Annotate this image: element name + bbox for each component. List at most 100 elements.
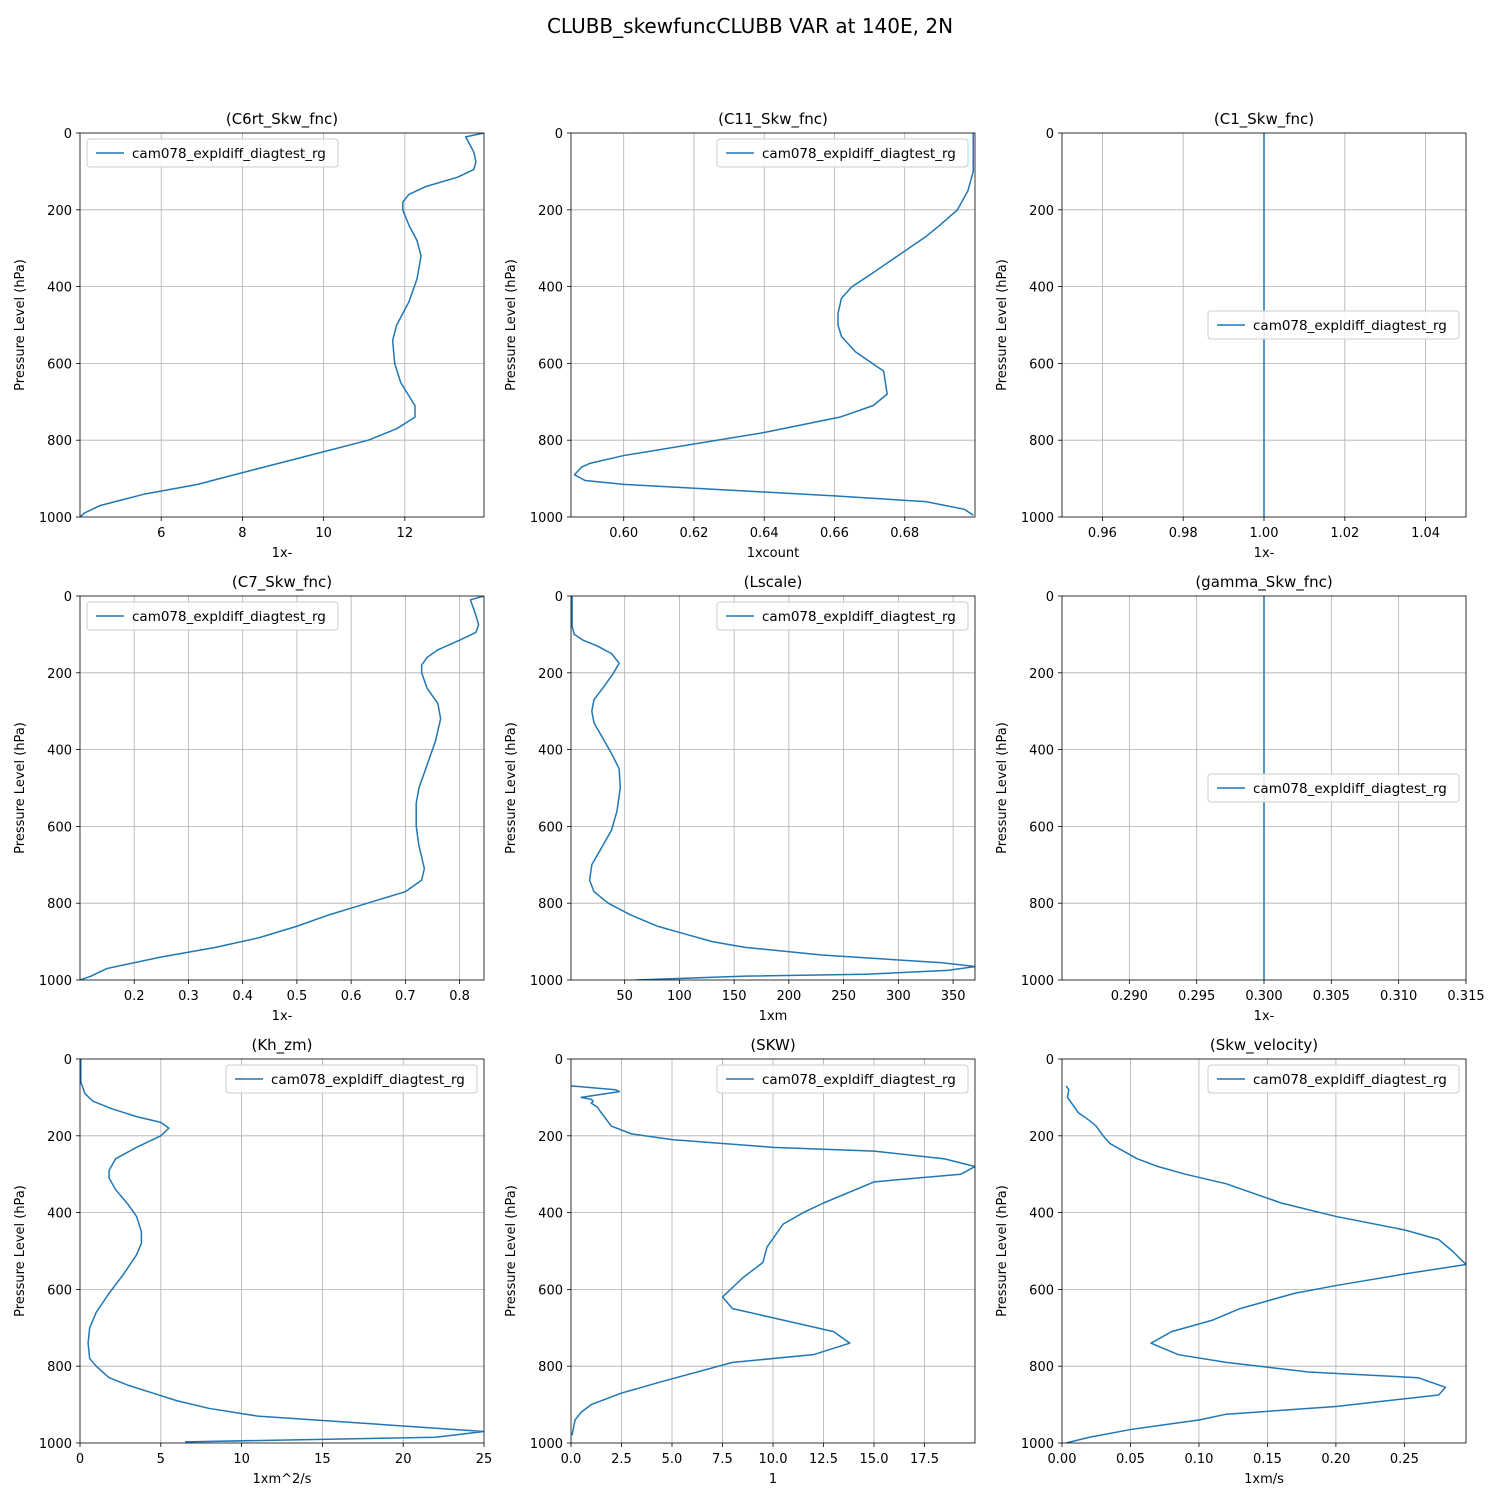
y-tick-label: 200	[1029, 204, 1054, 219]
legend-label: cam078_expldiff_diagtest_rg	[762, 1072, 956, 1088]
y-tick-label: 200	[538, 667, 563, 682]
y-tick-label: 800	[538, 434, 563, 449]
y-tick-label: 200	[1029, 667, 1054, 682]
legend: cam078_expldiff_diagtest_rg	[1207, 310, 1460, 340]
axes-frame	[79, 132, 485, 518]
legend-label: cam078_expldiff_diagtest_rg	[132, 146, 326, 162]
x-tick-label: 7.5	[712, 1452, 733, 1467]
y-tick-label: 600	[538, 357, 563, 372]
y-axis-label: Pressure Level (hPa)	[13, 722, 28, 854]
y-tick-label: 600	[47, 1283, 72, 1298]
legend-label: cam078_expldiff_diagtest_rg	[762, 146, 956, 162]
subplot-title: (C7_Skw_fnc)	[232, 573, 332, 592]
x-tick-label: 10	[233, 1452, 250, 1467]
y-tick-label: 200	[47, 667, 72, 682]
x-tick-label: 0.305	[1313, 989, 1350, 1004]
series-line	[1065, 1085, 1466, 1443]
y-tick-label: 200	[47, 1130, 72, 1145]
legend: cam078_expldiff_diagtest_rg	[86, 138, 339, 168]
x-tick-label: 0.00	[1048, 1452, 1077, 1467]
subplot-title: (gamma_Skw_fnc)	[1195, 573, 1332, 592]
y-tick-label: 400	[538, 744, 563, 759]
x-tick-label: 0.96	[1088, 526, 1117, 541]
x-tick-label: 1.02	[1330, 526, 1359, 541]
y-tick-label: 200	[47, 204, 72, 219]
y-tick-label: 1000	[530, 1437, 563, 1452]
series-line	[571, 1085, 975, 1436]
x-tick-label: 2.5	[611, 1452, 632, 1467]
legend: cam078_expldiff_diagtest_rg	[225, 1064, 478, 1094]
legend-label: cam078_expldiff_diagtest_rg	[1253, 318, 1447, 334]
y-tick-label: 600	[1029, 820, 1054, 835]
x-tick-label: 0.0	[561, 1452, 582, 1467]
x-tick-label: 25	[476, 1452, 493, 1467]
y-axis-label: Pressure Level (hPa)	[13, 259, 28, 391]
y-tick-label: 400	[1029, 281, 1054, 296]
x-tick-label: 5.0	[662, 1452, 683, 1467]
x-tick-label: 0.98	[1169, 526, 1198, 541]
y-axis-label: Pressure Level (hPa)	[504, 1185, 519, 1317]
y-tick-label: 1000	[1021, 1437, 1054, 1452]
subplot-title: (Skw_velocity)	[1210, 1036, 1318, 1055]
y-tick-label: 800	[538, 897, 563, 912]
y-tick-label: 1000	[39, 511, 72, 526]
y-tick-label: 200	[538, 1130, 563, 1145]
subplot-title: (C11_Skw_fnc)	[718, 110, 828, 129]
x-tick-label: 10.0	[759, 1452, 788, 1467]
x-axis-label: 1xm/s	[1244, 1472, 1284, 1487]
y-tick-label: 400	[538, 1207, 563, 1222]
x-tick-label: 1.00	[1250, 526, 1279, 541]
subplot-3: 0.96 0.98 1.00 1.02 1.04 0 200 400 600 800 1000 (C1…	[995, 110, 1467, 561]
x-tick-label: 20	[395, 1452, 412, 1467]
legend-box	[1207, 310, 1460, 340]
x-tick-label: 12.5	[809, 1452, 838, 1467]
y-tick-label: 600	[47, 820, 72, 835]
y-tick-label: 600	[1029, 357, 1054, 372]
x-tick-label: 0.3	[178, 989, 199, 1004]
x-tick-label: 0.295	[1178, 989, 1215, 1004]
series-line	[80, 596, 484, 980]
legend-label: cam078_expldiff_diagtest_rg	[1253, 1072, 1447, 1088]
subplot-title: (C1_Skw_fnc)	[1214, 110, 1314, 129]
y-tick-label: 0	[555, 1053, 563, 1068]
series-line	[573, 133, 974, 516]
x-tick-label: 0.7	[395, 989, 416, 1004]
y-axis-label: Pressure Level (hPa)	[504, 259, 519, 391]
subplot-title: (Kh_zm)	[251, 1036, 312, 1055]
y-tick-label: 600	[538, 820, 563, 835]
x-tick-label: 0.05	[1116, 1452, 1145, 1467]
x-axis-label: 1x-	[272, 1009, 293, 1024]
y-tick-label: 0	[64, 590, 72, 605]
x-tick-label: 0.4	[232, 989, 253, 1004]
legend-box	[1207, 773, 1460, 803]
x-tick-label: 6	[157, 526, 165, 541]
y-axis-label: Pressure Level (hPa)	[995, 259, 1010, 391]
y-tick-label: 0	[1046, 1053, 1054, 1068]
x-tick-label: 12	[397, 526, 414, 541]
y-tick-label: 600	[47, 357, 72, 372]
subplot-4: 0.2 0.3 0.4 0.5 0.6 0.7 0.8 0 200 400 600 800 1000 (C…	[13, 573, 485, 1024]
y-tick-label: 400	[1029, 744, 1054, 759]
y-tick-label: 1000	[39, 974, 72, 989]
y-tick-label: 800	[47, 434, 72, 449]
y-tick-label: 1000	[530, 974, 563, 989]
subplot-title: (SKW)	[750, 1036, 795, 1054]
x-axis-label: 1xm^2/s	[253, 1472, 312, 1487]
y-tick-label: 1000	[530, 511, 563, 526]
x-axis-label: 1xm	[759, 1009, 788, 1024]
y-axis-label: Pressure Level (hPa)	[13, 1185, 28, 1317]
series-line	[80, 1059, 484, 1443]
x-tick-label: 300	[886, 989, 911, 1004]
legend: cam078_expldiff_diagtest_rg	[1207, 1064, 1460, 1094]
y-tick-label: 0	[1046, 127, 1054, 142]
y-tick-label: 1000	[1021, 974, 1054, 989]
y-tick-label: 800	[1029, 897, 1054, 912]
y-tick-label: 400	[47, 744, 72, 759]
axes-frame	[570, 132, 976, 518]
y-tick-label: 0	[555, 590, 563, 605]
x-tick-label: 100	[667, 989, 692, 1004]
subplot-5: 50 100 150 200 250 300 350 0 200 400 600 800 1000 (Ls…	[504, 573, 976, 1024]
x-tick-label: 0.6	[341, 989, 362, 1004]
y-tick-label: 800	[1029, 1360, 1054, 1375]
legend-box	[86, 138, 339, 168]
